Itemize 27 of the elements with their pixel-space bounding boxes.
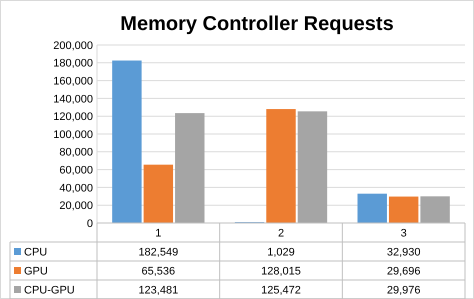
chart-title: Memory Controller Requests: [120, 13, 394, 35]
x-tick-label: 3: [400, 227, 407, 240]
y-tick-label: 140,000: [53, 93, 93, 106]
data-label: 65,536: [142, 265, 176, 278]
data-label: 29,696: [386, 265, 420, 278]
x-tick-label: 2: [278, 227, 284, 240]
data-label: 125,472: [261, 284, 301, 296]
legend-label: CPU-GPU: [24, 284, 75, 296]
y-tick-label: 20,000: [59, 200, 93, 212]
y-tick-label: 100,000: [53, 128, 93, 141]
y-tick-label: 160,000: [53, 75, 93, 88]
y-tick-label: 180,000: [53, 58, 93, 70]
data-label: 1,029: [267, 246, 295, 258]
y-tick-label: 0: [86, 218, 93, 230]
y-tick-label: 80,000: [59, 146, 93, 159]
y-tick-label: 60,000: [59, 164, 93, 176]
y-tick-label: 40,000: [59, 182, 93, 194]
y-tick-label: 120,000: [53, 111, 93, 124]
x-tick-label: 1: [155, 227, 162, 240]
legend-label: GPU: [24, 265, 48, 278]
data-label: 128,015: [261, 265, 301, 278]
data-label: 182,549: [138, 246, 178, 258]
data-label: 123,481: [138, 284, 178, 296]
legend-label: CPU: [24, 246, 48, 258]
data-label: 32,930: [386, 246, 420, 258]
data-label: 29,976: [386, 284, 420, 296]
y-tick-label: 200,000: [53, 40, 93, 52]
